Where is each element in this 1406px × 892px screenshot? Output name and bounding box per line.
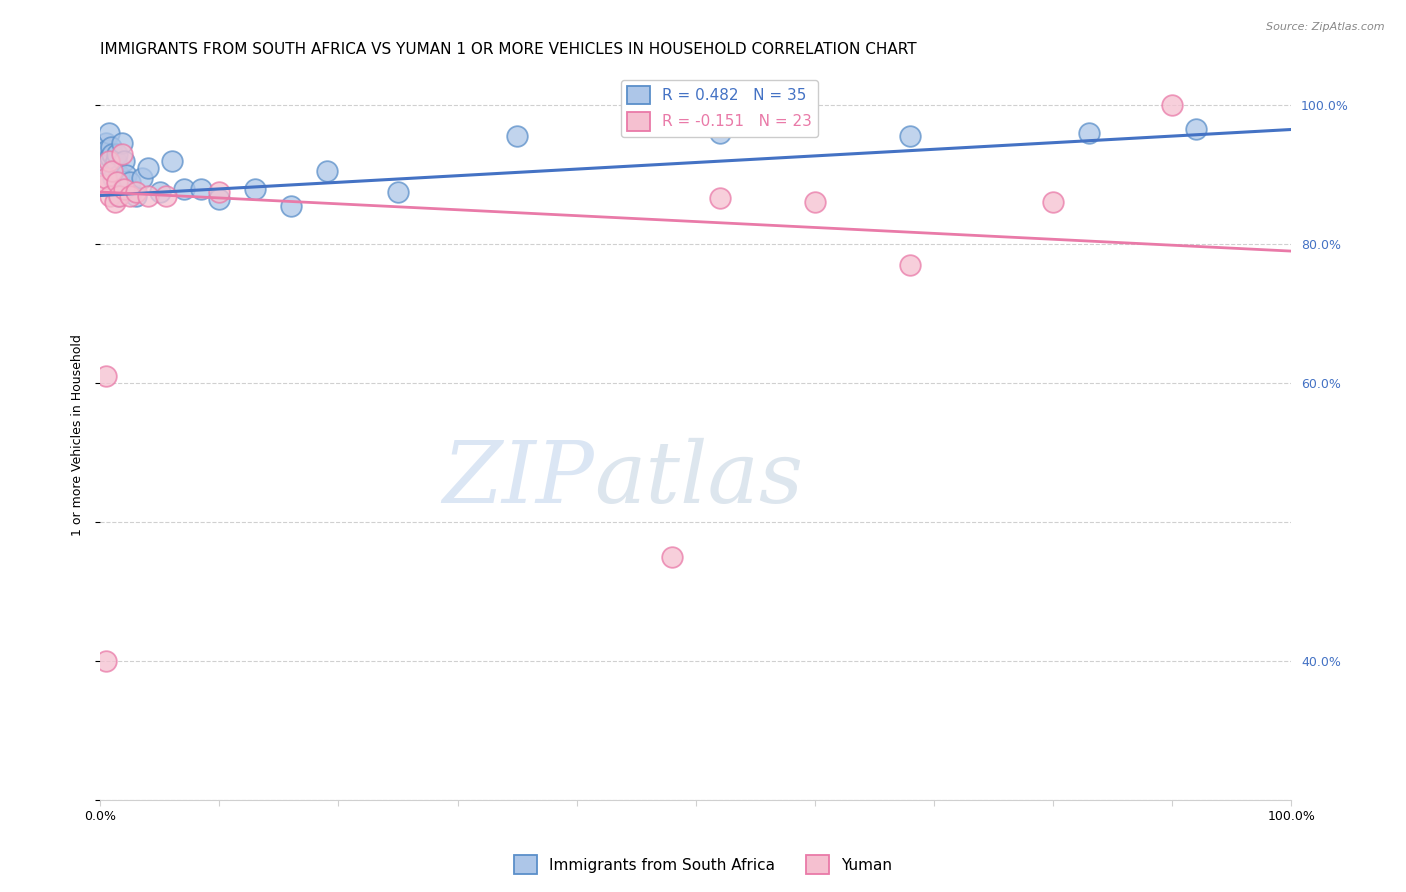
Point <box>105 175 128 189</box>
Point <box>111 146 134 161</box>
Point <box>661 549 683 564</box>
Point <box>898 129 921 144</box>
Point <box>136 188 159 202</box>
Text: Source: ZipAtlas.com: Source: ZipAtlas.com <box>1267 22 1385 32</box>
Point <box>1185 122 1208 136</box>
Point <box>387 185 409 199</box>
Point <box>93 146 115 161</box>
Point <box>98 188 121 202</box>
Point <box>103 171 125 186</box>
Text: IMMIGRANTS FROM SOUTH AFRICA VS YUMAN 1 OR MORE VEHICLES IN HOUSEHOLD CORRELATIO: IMMIGRANTS FROM SOUTH AFRICA VS YUMAN 1 … <box>100 42 917 57</box>
Point <box>160 153 183 168</box>
Point <box>190 181 212 195</box>
Point <box>709 126 731 140</box>
Point <box>208 192 231 206</box>
Legend: Immigrants from South Africa, Yuman: Immigrants from South Africa, Yuman <box>508 849 898 880</box>
Point <box>1042 195 1064 210</box>
Point <box>108 188 131 202</box>
Point <box>96 171 118 186</box>
Point <box>96 369 118 384</box>
Point <box>709 191 731 205</box>
Point <box>96 136 118 151</box>
Point <box>149 185 172 199</box>
Point <box>1077 126 1099 140</box>
Y-axis label: 1 or more Vehicles in Household: 1 or more Vehicles in Household <box>72 334 84 536</box>
Point <box>105 146 128 161</box>
Point <box>107 188 129 202</box>
Point <box>804 195 827 210</box>
Point <box>208 185 231 199</box>
Point <box>125 188 148 202</box>
Point <box>94 157 117 171</box>
Point <box>100 140 122 154</box>
Legend: R = 0.482   N = 35, R = -0.151   N = 23: R = 0.482 N = 35, R = -0.151 N = 23 <box>621 79 818 136</box>
Point <box>173 181 195 195</box>
Text: ZIP: ZIP <box>443 438 595 520</box>
Point <box>315 164 337 178</box>
Point <box>103 157 125 171</box>
Point <box>118 188 141 202</box>
Point <box>280 199 302 213</box>
Point <box>104 153 127 168</box>
Point <box>93 178 115 192</box>
Point <box>155 188 177 202</box>
Text: atlas: atlas <box>595 438 804 520</box>
Point <box>112 181 135 195</box>
Point <box>98 150 121 164</box>
Point <box>136 161 159 175</box>
Point <box>96 144 118 158</box>
Point <box>1161 98 1184 112</box>
Point <box>243 181 266 195</box>
Point <box>111 136 134 151</box>
Point <box>101 164 124 178</box>
Point <box>96 654 118 668</box>
Point <box>112 153 135 168</box>
Point <box>118 175 141 189</box>
Point <box>101 146 124 161</box>
Point <box>115 168 138 182</box>
Point <box>108 168 131 182</box>
Point <box>97 126 120 140</box>
Point <box>506 129 529 144</box>
Point <box>131 171 153 186</box>
Point <box>125 185 148 199</box>
Point <box>103 195 125 210</box>
Point <box>97 153 120 168</box>
Point <box>898 258 921 272</box>
